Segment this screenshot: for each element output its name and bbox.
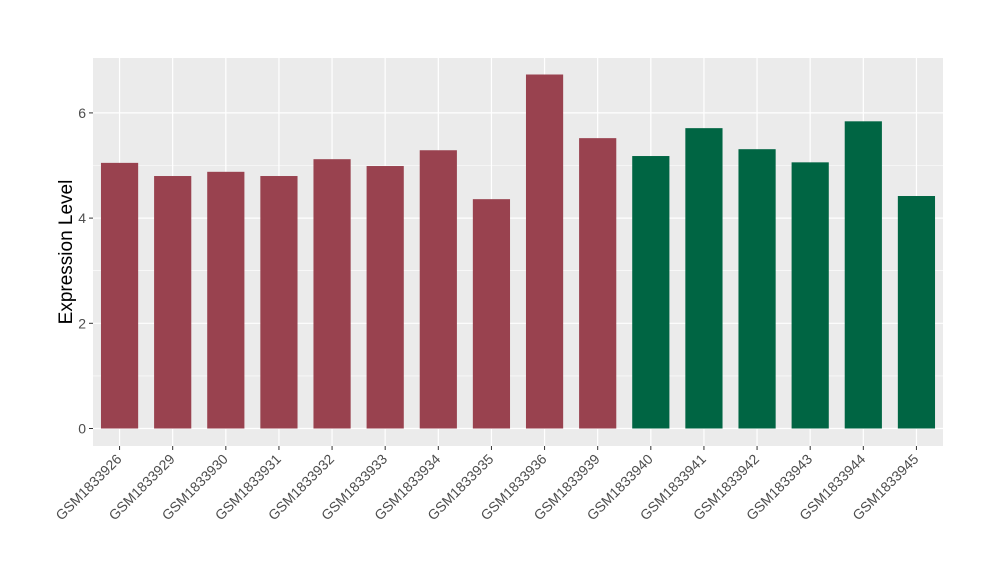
y-axis-title: Expression Level bbox=[56, 180, 77, 325]
bar-GSM1833932 bbox=[313, 159, 351, 429]
bar-GSM1833942 bbox=[738, 149, 776, 429]
bar-GSM1833944 bbox=[844, 121, 882, 429]
bar-GSM1833933 bbox=[366, 166, 404, 429]
y-tick-label: 2 bbox=[78, 315, 86, 331]
bar-GSM1833940 bbox=[632, 156, 670, 429]
bar-GSM1833935 bbox=[472, 199, 511, 429]
bar-GSM1833943 bbox=[791, 162, 829, 429]
bar-GSM1833931 bbox=[260, 176, 298, 429]
bar-GSM1833930 bbox=[207, 171, 245, 429]
y-tick-label: 4 bbox=[78, 210, 86, 226]
bar-GSM1833939 bbox=[579, 138, 617, 429]
bars-group bbox=[100, 74, 936, 429]
bar-GSM1833934 bbox=[419, 150, 457, 429]
bar-GSM1833929 bbox=[154, 176, 192, 429]
bar-GSM1833941 bbox=[685, 128, 723, 429]
y-axis: 0 2 4 6 bbox=[78, 105, 93, 437]
y-tick-label: 6 bbox=[78, 105, 86, 121]
x-axis: GSM1833926GSM1833929GSM1833930GSM1833931… bbox=[52, 446, 922, 523]
bar-GSM1833926 bbox=[100, 162, 139, 429]
bar-GSM1833936 bbox=[525, 74, 564, 429]
y-tick-label: 0 bbox=[78, 421, 86, 437]
bar-GSM1833945 bbox=[897, 196, 936, 429]
